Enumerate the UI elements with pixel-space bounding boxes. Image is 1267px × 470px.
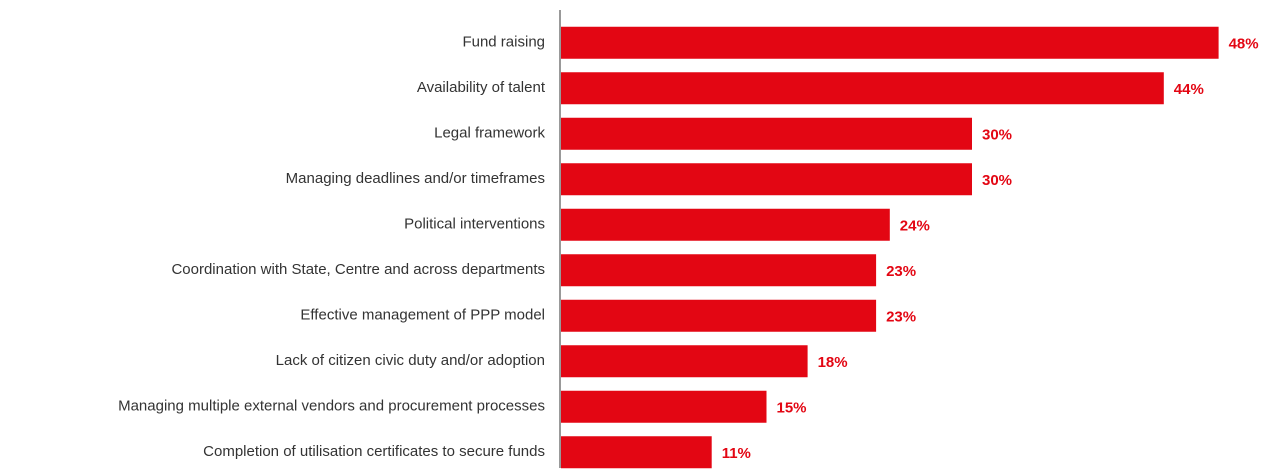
value-label: 24% xyxy=(900,218,930,235)
bar xyxy=(561,299,877,332)
value-label: 44% xyxy=(1174,81,1204,98)
value-label: 48% xyxy=(1229,36,1259,53)
category-label: Managing multiple external vendors and p… xyxy=(118,398,545,415)
bar xyxy=(561,163,972,196)
value-label: 30% xyxy=(982,127,1012,144)
category-label: Availability of talent xyxy=(417,79,546,96)
category-label: Fund raising xyxy=(462,34,545,51)
value-label: 23% xyxy=(886,263,916,280)
value-label: 18% xyxy=(818,354,848,371)
category-label: Coordination with State, Centre and acro… xyxy=(171,261,545,278)
bar xyxy=(561,436,712,469)
value-label: 11% xyxy=(722,445,751,462)
category-label: Effective management of PPP model xyxy=(300,307,545,324)
bar xyxy=(561,117,972,150)
bar xyxy=(561,72,1164,105)
category-label: Managing deadlines and/or timeframes xyxy=(286,170,545,187)
value-label: 15% xyxy=(777,400,807,417)
value-label: 30% xyxy=(982,172,1012,189)
bar xyxy=(561,390,767,423)
category-label: Lack of citizen civic duty and/or adopti… xyxy=(276,352,545,369)
category-label: Political interventions xyxy=(404,216,545,233)
category-label: Completion of utilisation certificates t… xyxy=(203,443,545,460)
category-label: Legal framework xyxy=(434,125,545,142)
bar xyxy=(561,208,890,241)
bar xyxy=(561,254,877,287)
bar xyxy=(561,26,1219,59)
value-label: 23% xyxy=(886,309,916,326)
bar xyxy=(561,345,808,378)
